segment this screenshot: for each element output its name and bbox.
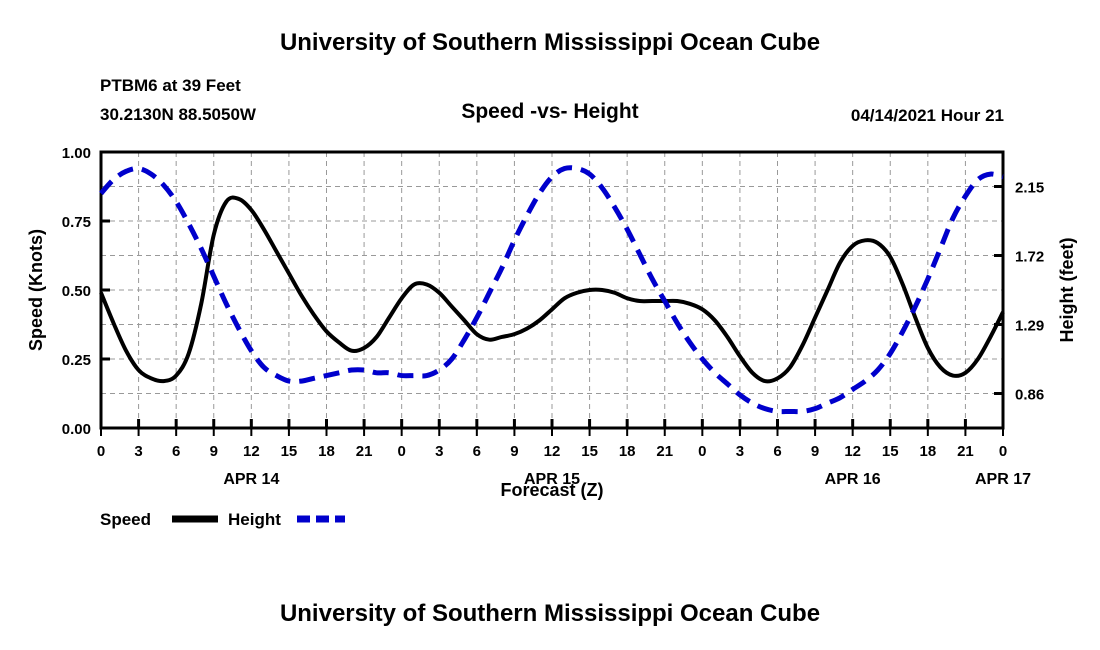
y-axis-title: Speed (Knots)	[26, 229, 46, 351]
x-tick-label: 12	[243, 443, 260, 460]
x-tick-label: 0	[97, 443, 105, 460]
x-tick-label: 21	[957, 443, 974, 460]
x-tick-label: 21	[656, 443, 673, 460]
x-tick-label: 0	[397, 443, 405, 460]
y-tick-label: 1.00	[62, 145, 91, 162]
x-tick-label: 9	[210, 443, 218, 460]
chart-svg: 0.00 0.25 0.50 0.75 1.00 0.86 1.29 1.72 2.15 0 3…	[26, 145, 1077, 529]
legend-label-height: Height	[228, 510, 281, 529]
x-tick-label: 3	[736, 443, 744, 460]
page-title-top: University of Southern Mississippi Ocean…	[279, 29, 821, 56]
x-tick-label: 3	[435, 443, 443, 460]
x-tick-label: 0	[999, 443, 1007, 460]
x-tick-label: 15	[281, 443, 298, 460]
data-series	[99, 165, 1005, 415]
y-tick-label: 0.50	[62, 283, 91, 300]
x-tick-label: 18	[318, 443, 335, 460]
y2-axis-tick-labels: 0.86 1.29 1.72 2.15	[1015, 180, 1044, 404]
gridlines	[101, 152, 1003, 428]
x-tick-label: 9	[510, 443, 518, 460]
x-tick-label: 15	[882, 443, 899, 460]
x-tick-label: 15	[581, 443, 598, 460]
series-line-speed	[99, 195, 1005, 384]
x-tick-label: 18	[619, 443, 636, 460]
x-axis-day-labels: APR 14 APR 15 APR 16 APR 17	[223, 471, 1031, 488]
x-tick-label: 6	[473, 443, 481, 460]
x-tick-label: 3	[134, 443, 142, 460]
station-info: PTBM6 at 39 Feet	[100, 76, 241, 95]
coordinates-info: 30.2130N 88.5050W	[100, 105, 256, 124]
x-tick-label: 12	[544, 443, 561, 460]
chart-legend: Speed Height	[100, 510, 345, 529]
y2-tick-label: 1.72	[1015, 249, 1044, 266]
y2-tick-label: 2.15	[1015, 180, 1044, 197]
y-axis-tick-labels: 0.00 0.25 0.50 0.75 1.00	[62, 145, 91, 438]
y2-tick-label: 0.86	[1015, 387, 1044, 404]
y2-axis-title: Height (feet)	[1057, 238, 1077, 343]
x-tick-label: 18	[919, 443, 936, 460]
legend-label-speed: Speed	[100, 510, 151, 529]
x-tick-label: 12	[844, 443, 861, 460]
plot-area: 0.00 0.25 0.50 0.75 1.00 0.86 1.29 1.72 2.15 0 3…	[26, 145, 1077, 529]
x-tick-label: 21	[356, 443, 373, 460]
day-label: APR 16	[825, 471, 881, 488]
y2-tick-label: 1.29	[1015, 318, 1044, 335]
x-tick-label: 6	[773, 443, 781, 460]
y-tick-label: 0.00	[62, 421, 91, 438]
x-tick-label: 6	[172, 443, 180, 460]
day-label: APR 15	[524, 471, 580, 488]
day-label: APR 14	[223, 471, 279, 488]
page-title-bottom: University of Southern Mississippi Ocean…	[279, 600, 821, 627]
x-tick-label: 0	[698, 443, 706, 460]
x-axis-tick-labels: 0 3 6 9 12 15 18 21 0 3 6 9 12 15 18 21 0 3 6 9 12 15 18 21 0	[97, 443, 1007, 460]
y-tick-label: 0.25	[62, 352, 91, 369]
day-label: APR 17	[975, 471, 1031, 488]
x-axis-title: Forecast (Z)	[500, 480, 603, 500]
series-line-height	[99, 165, 1004, 415]
x-tick-label: 9	[811, 443, 819, 460]
chart-subtitle: Speed -vs- Height	[461, 100, 639, 123]
forecast-timestamp: 04/14/2021 Hour 21	[850, 106, 1004, 125]
y-tick-label: 0.75	[62, 214, 91, 231]
